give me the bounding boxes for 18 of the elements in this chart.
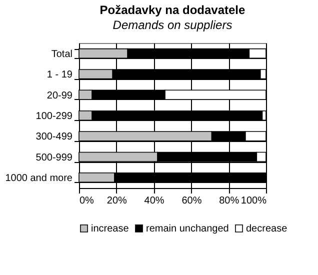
- x-tick-label: 20%: [106, 196, 128, 206]
- legend-label: decrease: [246, 223, 288, 234]
- y-tick-label: 300-499: [36, 132, 73, 143]
- legend-label: remain unchanged: [146, 223, 229, 234]
- x-tick-label: 60%: [182, 196, 202, 206]
- y-tick-label: 1 - 19: [46, 70, 73, 81]
- chart-subtitle: Demands on suppliers: [112, 18, 232, 32]
- chart-title: Požadavky na dodavatele: [100, 3, 246, 17]
- y-tick-label: 20-99: [46, 90, 73, 102]
- x-tick-label: 40%: [144, 196, 164, 206]
- x-tick-label: 80%: [219, 196, 240, 206]
- y-tick-label: 500-999: [36, 152, 73, 164]
- x-tick-label: 100%: [240, 196, 267, 206]
- y-tick-label: Total: [51, 48, 72, 60]
- x-tick-label: 0%: [80, 196, 94, 206]
- y-tick-label: 100-299: [36, 111, 73, 122]
- legend-label: increase: [91, 223, 130, 234]
- y-tick-label: 1000 and more: [5, 173, 73, 184]
